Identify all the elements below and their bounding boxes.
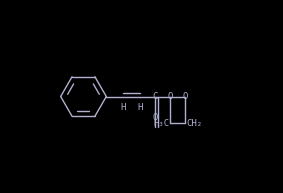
Text: H: H [121,103,126,112]
Text: O: O [152,113,158,122]
Text: O: O [183,92,188,101]
Text: H: H [137,103,142,112]
Text: CH₂: CH₂ [186,119,202,128]
Text: O: O [167,92,173,101]
Text: C: C [152,92,158,101]
Text: H₃C: H₃C [153,119,169,128]
